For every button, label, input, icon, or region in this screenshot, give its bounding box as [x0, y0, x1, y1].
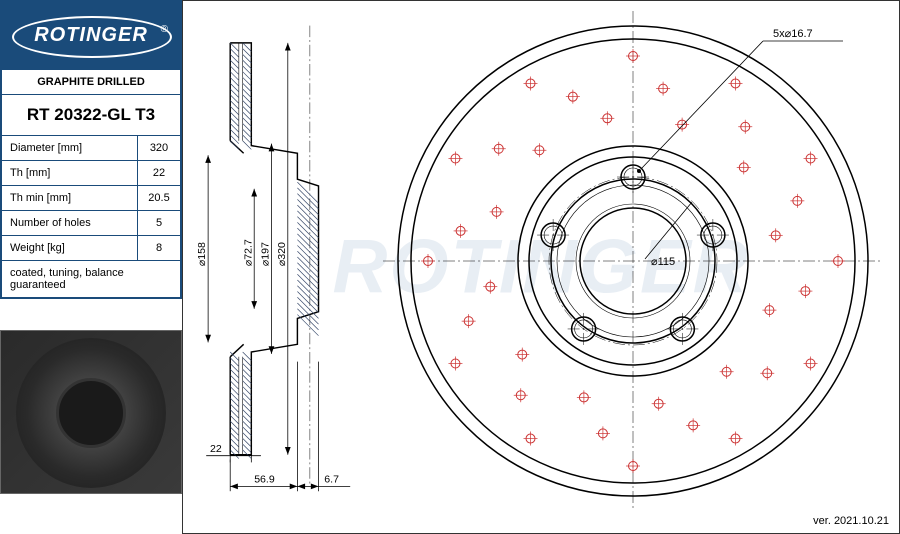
svg-text:⌀158: ⌀158	[196, 242, 208, 266]
svg-text:⌀320: ⌀320	[276, 242, 288, 266]
front-view: ⌀115 5x⌀16.7	[383, 11, 883, 511]
brand-logo: ROTINGER ®	[0, 0, 182, 70]
part-number: RT 20322-GL T3	[2, 95, 180, 135]
technical-drawing: ROTINGER ⌀158⌀72.7⌀197⌀3202256.96.7 ⌀115…	[182, 0, 900, 534]
spec-row: Diameter [mm]320	[2, 136, 180, 161]
spec-row: Th [mm]22	[2, 161, 180, 186]
spec-value: 320	[138, 136, 180, 160]
version-label: ver. 2021.10.21	[813, 515, 889, 527]
product-type: GRAPHITE DRILLED	[2, 70, 180, 94]
cross-section-view: ⌀158 ⌀72.7 ⌀197 ⌀320 22 56.9 6.7	[193, 16, 373, 496]
svg-text:22: 22	[210, 443, 222, 455]
spec-value: 20.5	[138, 186, 180, 210]
spec-label: Th [mm]	[2, 161, 138, 185]
svg-text:⌀115: ⌀115	[651, 256, 675, 268]
spec-row: Number of holes5	[2, 211, 180, 236]
spec-row: Weight [kg]8	[2, 236, 180, 261]
spec-value: 22	[138, 161, 180, 185]
product-photo	[0, 330, 182, 494]
svg-text:5x⌀16.7: 5x⌀16.7	[773, 28, 813, 40]
spec-label: Th min [mm]	[2, 186, 138, 210]
spec-label: Weight [kg]	[2, 236, 138, 260]
svg-text:⌀197: ⌀197	[260, 242, 272, 266]
spec-table: GRAPHITE DRILLED RT 20322-GL T3 Diameter…	[0, 70, 182, 299]
spec-row: Th min [mm]20.5	[2, 186, 180, 211]
spec-label: Diameter [mm]	[2, 136, 138, 160]
spec-value: 5	[138, 211, 180, 235]
svg-text:56.9: 56.9	[254, 474, 275, 486]
product-note: coated, tuning, balance guaranteed	[2, 261, 180, 297]
svg-text:6.7: 6.7	[324, 474, 339, 486]
registered-mark: ®	[161, 24, 168, 35]
svg-text:⌀72.7: ⌀72.7	[242, 239, 254, 266]
spec-label: Number of holes	[2, 211, 138, 235]
spec-value: 8	[138, 236, 180, 260]
